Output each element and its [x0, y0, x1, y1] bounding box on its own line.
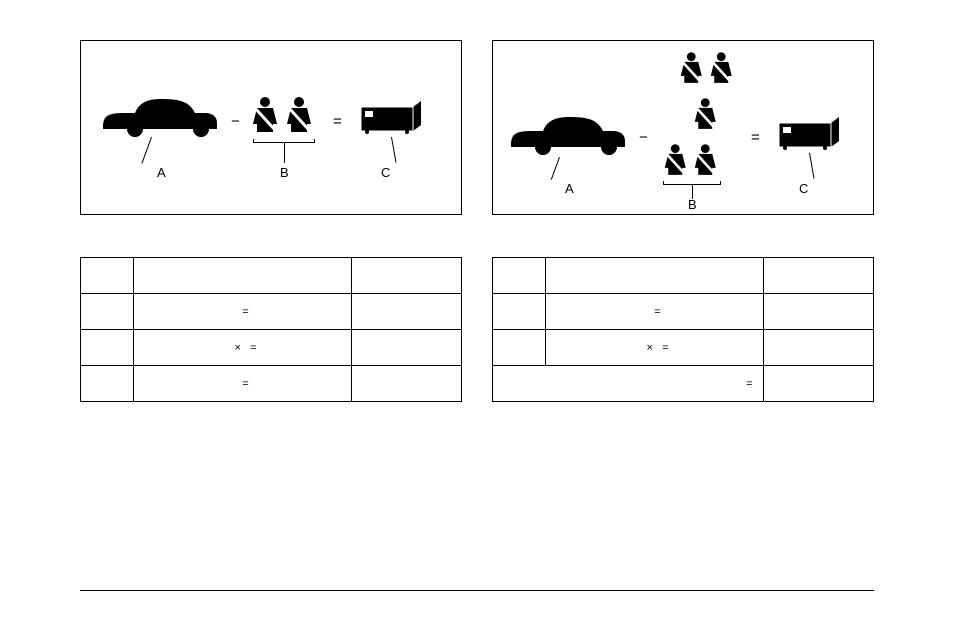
car-icon: [99, 93, 219, 141]
label-C: C: [381, 165, 390, 180]
cell: =: [134, 294, 351, 330]
cell: [763, 294, 874, 330]
label-A: A: [157, 165, 166, 180]
cell: [546, 258, 763, 294]
tables-row: = × =: [80, 215, 874, 402]
cell: [351, 366, 462, 402]
table-row: [493, 258, 874, 294]
table-row: =: [81, 294, 462, 330]
cell: [81, 366, 134, 402]
table-row: =: [493, 294, 874, 330]
car-icon: [507, 111, 627, 159]
cell: × =: [546, 330, 763, 366]
cell: [134, 258, 351, 294]
cell: [81, 294, 134, 330]
cell: × =: [134, 330, 351, 366]
cell: [351, 294, 462, 330]
label-C: C: [799, 181, 808, 196]
cell: [493, 330, 546, 366]
label-A: A: [565, 181, 574, 196]
cell: [763, 330, 874, 366]
label-B: B: [688, 197, 697, 212]
cell: [763, 366, 874, 402]
seatbelt-icon: [251, 96, 283, 134]
op-minus: −: [639, 129, 648, 146]
op-equals: =: [751, 129, 760, 146]
cell: =: [134, 366, 351, 402]
cell: [81, 258, 134, 294]
table-row: × =: [81, 330, 462, 366]
diagram-row: A − B =: [80, 40, 874, 215]
table-left: = × =: [80, 215, 462, 402]
table-right: = × = =: [492, 215, 874, 402]
footer-rule: [80, 590, 874, 591]
op-equals: =: [333, 113, 342, 130]
seatbelt-icon: [285, 96, 317, 134]
cell: =: [546, 294, 763, 330]
diagram-right: A −: [492, 40, 874, 215]
table-row: =: [81, 366, 462, 402]
seatbelt-icon: [693, 143, 721, 177]
cell: [493, 294, 546, 330]
label-B: B: [280, 165, 289, 180]
seatbelt-icon: [709, 51, 737, 85]
table-row: [81, 258, 462, 294]
table-row: =: [493, 366, 874, 402]
cell: [351, 258, 462, 294]
seatbelt-icon: [663, 143, 691, 177]
cell: [493, 258, 546, 294]
cell: [81, 330, 134, 366]
table-row: × =: [493, 330, 874, 366]
cell: [351, 330, 462, 366]
seatbelt-icon: [679, 51, 707, 85]
luggage-icon: [359, 99, 425, 137]
cell: [763, 258, 874, 294]
luggage-icon: [777, 115, 843, 153]
op-minus: −: [231, 113, 240, 130]
cell: =: [493, 366, 764, 402]
seatbelt-icon: [693, 97, 721, 131]
diagram-left: A − B =: [80, 40, 462, 215]
